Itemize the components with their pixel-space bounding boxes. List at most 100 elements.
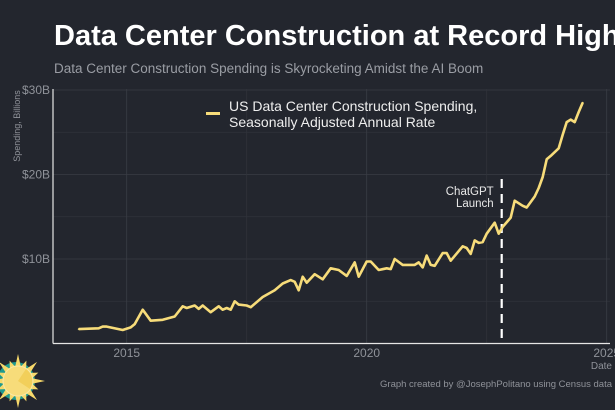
y-tick-label: $30B <box>22 83 50 97</box>
legend-label-line1: US Data Center Construction Spending, <box>229 98 477 114</box>
data-point <box>485 232 488 235</box>
x-tick-label: 2015 <box>113 346 140 360</box>
data-point <box>237 303 240 306</box>
annotation-text-line1: ChatGPT <box>446 186 494 198</box>
chart-subtitle: Data Center Construction Spending is Sky… <box>54 61 484 76</box>
sun-ray <box>15 354 21 367</box>
data-point <box>161 318 164 321</box>
data-point <box>133 323 136 325</box>
data-point <box>129 326 132 329</box>
data-point <box>321 278 324 281</box>
x-axis-title: Date <box>591 361 613 372</box>
data-point <box>281 282 284 285</box>
data-point <box>557 147 560 150</box>
data-point <box>225 307 228 309</box>
data-point <box>353 261 356 264</box>
data-point <box>389 268 392 271</box>
data-point <box>537 187 540 189</box>
data-point <box>577 111 580 113</box>
data-point <box>465 247 468 249</box>
x-tick-label: 2025 <box>593 346 615 360</box>
data-point <box>473 239 476 242</box>
data-point <box>461 245 464 248</box>
data-point <box>469 253 472 255</box>
data-point <box>393 258 396 260</box>
data-point <box>413 264 416 266</box>
data-point <box>513 199 516 202</box>
data-point <box>569 118 572 121</box>
data-point <box>573 121 576 124</box>
chart-title: Data Center Construction at Record Highs <box>54 20 615 52</box>
data-point <box>337 269 340 271</box>
data-point <box>385 267 388 270</box>
data-point <box>193 304 196 307</box>
data-point <box>245 304 248 307</box>
data-point <box>509 216 512 219</box>
data-point <box>173 315 176 318</box>
data-point <box>105 325 108 328</box>
data-point <box>249 306 252 309</box>
x-tick-labels: 2015 2020 2025 <box>113 346 615 360</box>
series-line-data-center-spending <box>78 102 584 332</box>
sun-ray <box>32 378 45 384</box>
y-tick-label: $20B <box>22 168 50 182</box>
sun-ray <box>26 361 38 373</box>
data-point <box>421 266 424 269</box>
data-point <box>329 267 332 270</box>
data-point <box>541 176 544 178</box>
sun-ray <box>0 378 4 384</box>
data-point <box>401 264 404 266</box>
sun-ray <box>0 372 6 378</box>
data-point <box>185 307 188 309</box>
data-point <box>441 252 444 254</box>
data-point <box>141 308 144 311</box>
data-point <box>449 259 452 262</box>
data-point <box>581 101 584 104</box>
data-point <box>229 308 232 311</box>
data-point <box>209 311 212 314</box>
data-point <box>445 252 448 254</box>
x-tick-label: 2020 <box>353 346 380 360</box>
data-point <box>233 300 236 303</box>
data-point <box>369 260 372 263</box>
data-point <box>521 204 524 207</box>
sun-ray <box>0 384 6 390</box>
data-point <box>345 275 348 277</box>
data-point <box>197 307 200 310</box>
data-point <box>293 280 296 283</box>
data-point <box>97 327 100 330</box>
data-point <box>301 275 304 278</box>
data-point <box>433 264 436 267</box>
data-point <box>201 304 204 307</box>
data-point <box>217 305 220 308</box>
data-point <box>261 296 264 298</box>
data-point <box>181 305 184 308</box>
data-point <box>493 221 496 224</box>
data-point <box>417 261 420 264</box>
data-point <box>289 279 292 282</box>
data-point <box>429 264 432 266</box>
data-point <box>549 155 552 157</box>
y-tick-labels: $10B $20B $30B <box>22 83 50 266</box>
data-point <box>565 121 568 124</box>
data-point <box>477 242 480 244</box>
data-point <box>77 328 80 331</box>
sun-ray <box>26 389 38 401</box>
data-point <box>357 275 360 278</box>
data-point <box>305 281 308 284</box>
y-tick-label: $10B <box>22 252 50 266</box>
chatgpt-launch-annotation: ChatGPT Launch <box>446 179 503 343</box>
sun-logo <box>0 354 45 408</box>
credit-text: Graph created by @JosephPolitano using C… <box>380 379 613 390</box>
data-point <box>221 308 224 311</box>
sun-ray <box>15 395 21 408</box>
data-point <box>365 260 368 263</box>
annotation-text-line2: Launch <box>456 198 494 210</box>
data-point <box>273 289 276 292</box>
data-point <box>501 225 504 228</box>
data-point <box>497 232 500 235</box>
legend: US Data Center Construction Spending, Se… <box>206 98 477 130</box>
data-point <box>101 325 104 328</box>
data-point <box>297 289 300 292</box>
